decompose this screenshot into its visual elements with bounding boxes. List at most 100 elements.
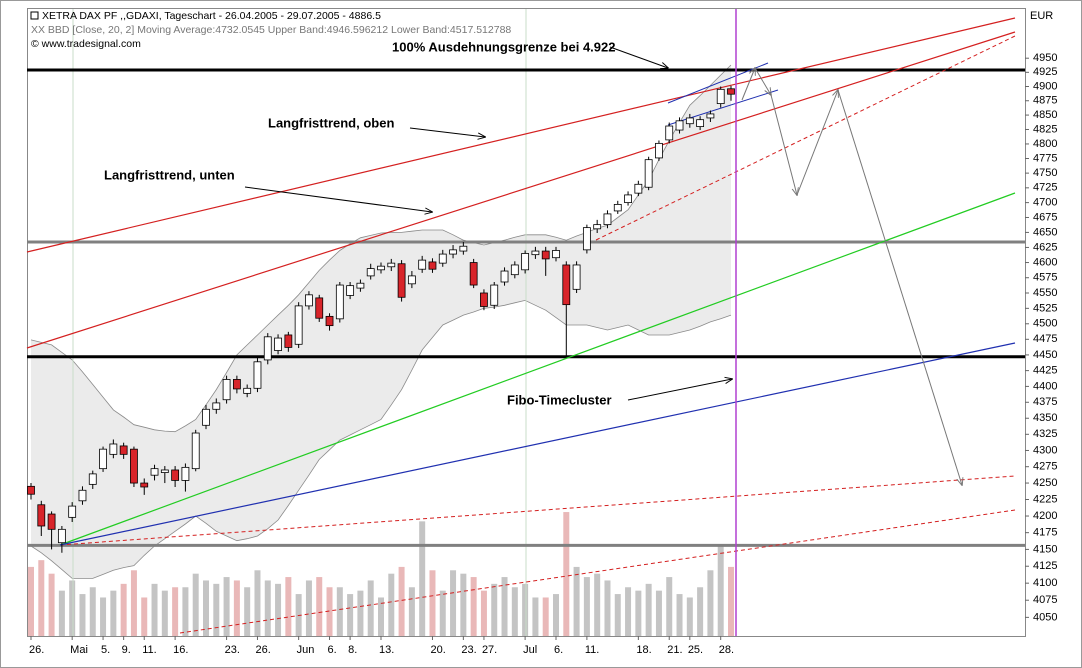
candle-body xyxy=(212,402,221,410)
volume-bar xyxy=(141,597,148,636)
candle-body xyxy=(119,445,128,455)
volume-bar xyxy=(532,597,539,636)
x-tick-label: 28. xyxy=(719,644,734,656)
y-tick-label: 4250 xyxy=(1033,477,1057,489)
candle-body xyxy=(78,489,87,502)
volume-bar xyxy=(192,573,199,636)
x-tick-label: 18. xyxy=(636,644,651,656)
x-tick-label: 11. xyxy=(585,644,599,656)
volume-bar xyxy=(161,590,168,636)
x-tick-label: 6. xyxy=(328,644,337,656)
volume-bar xyxy=(151,583,158,636)
volume-bar xyxy=(645,583,652,636)
volume-bar xyxy=(439,590,446,636)
y-tick-label: 4850 xyxy=(1033,109,1057,121)
candle-body xyxy=(634,183,643,194)
x-tick-label: 23. xyxy=(225,644,240,656)
annotation: Langfristtrend, unten xyxy=(104,167,235,182)
volume-bar xyxy=(666,577,673,636)
candle-body xyxy=(675,120,684,131)
x-tick-label: 13. xyxy=(379,644,394,656)
volume-bar xyxy=(182,587,189,636)
volume-bar xyxy=(655,590,662,636)
volume-bar xyxy=(233,580,240,636)
y-tick-label: 4150 xyxy=(1033,543,1057,555)
candle-body xyxy=(57,528,66,544)
y-tick-label: 4325 xyxy=(1033,428,1057,440)
candle-body xyxy=(202,408,210,426)
levels-layer xyxy=(27,68,1025,547)
candle-body xyxy=(387,262,396,268)
volume-bar xyxy=(398,566,405,636)
y-tick-label: 4225 xyxy=(1033,493,1057,505)
y-tick-label: 4925 xyxy=(1033,66,1057,78)
volume-bar xyxy=(172,587,179,636)
volume-bar xyxy=(480,590,487,636)
volume-bar xyxy=(48,573,55,636)
band-line xyxy=(30,64,732,433)
x-tick-label: Jul xyxy=(523,644,537,656)
y-tick-label: 4525 xyxy=(1033,302,1057,314)
volume-bar xyxy=(573,566,580,636)
candle-body xyxy=(716,88,725,105)
candle-body xyxy=(191,432,200,470)
y-tick-label: 4725 xyxy=(1033,182,1057,194)
candle-body xyxy=(222,379,231,401)
volume-bar xyxy=(450,570,457,636)
volume-bar xyxy=(110,590,117,636)
candle-body xyxy=(500,270,509,283)
candle-body xyxy=(418,259,427,270)
x-tick-label: Mai xyxy=(70,644,88,656)
candle-body xyxy=(613,203,622,212)
band-line xyxy=(30,299,732,579)
volume-bar xyxy=(357,590,364,636)
candle-body xyxy=(366,268,375,277)
candle-body xyxy=(27,485,35,495)
x-tick-label: 11. xyxy=(142,644,156,656)
x-tick-label: Jun xyxy=(297,644,315,656)
candle-body xyxy=(263,336,272,361)
candle-body xyxy=(274,337,282,351)
x-tick-label: 16. xyxy=(173,644,188,656)
candle-body xyxy=(315,297,324,319)
volume-bar xyxy=(275,583,282,636)
candle-body xyxy=(253,361,262,389)
volume-bar xyxy=(100,597,107,636)
y-tick-label: 4825 xyxy=(1033,123,1057,135)
candle-body xyxy=(562,264,571,306)
candle-body xyxy=(356,282,365,289)
candle-body xyxy=(531,250,540,256)
volume-bar xyxy=(28,566,34,636)
volume-bar xyxy=(79,594,86,636)
candle-body xyxy=(47,513,56,530)
candle-body xyxy=(99,448,107,470)
chart-title: XETRA DAX PF ,,GDAXI, Tageschart - 26.04… xyxy=(42,10,381,22)
volume-bar xyxy=(69,580,76,636)
y-tick-label: 4900 xyxy=(1033,80,1057,92)
candle-body xyxy=(377,265,385,271)
volume-bar xyxy=(378,597,384,636)
candle-body xyxy=(552,250,560,259)
volume-bar xyxy=(388,573,395,636)
candle-body xyxy=(243,387,252,394)
volume-bar xyxy=(120,583,127,636)
candles-layer xyxy=(27,85,735,553)
candle-body xyxy=(706,113,715,119)
x-tick-label: 25. xyxy=(688,644,703,656)
y-tick-label: 4600 xyxy=(1033,256,1057,268)
y-tick-label: 4550 xyxy=(1033,287,1057,299)
y-tick-label: 4350 xyxy=(1033,412,1057,424)
y-tick-label: 4650 xyxy=(1033,226,1057,238)
candle-body xyxy=(665,125,674,141)
volume-bar xyxy=(285,577,292,636)
candle-body xyxy=(428,261,437,270)
volume-bar xyxy=(553,594,559,636)
y-tick-label: 4575 xyxy=(1033,272,1057,284)
candle-body xyxy=(305,294,313,307)
volume-bar xyxy=(89,587,96,636)
candle-body xyxy=(68,505,77,518)
x-tick-label: 27. xyxy=(482,644,497,656)
y-tick-label: 4200 xyxy=(1033,510,1057,522)
annotation: Langfristtrend, oben xyxy=(268,115,394,130)
y-tick-label: 4775 xyxy=(1033,152,1057,164)
